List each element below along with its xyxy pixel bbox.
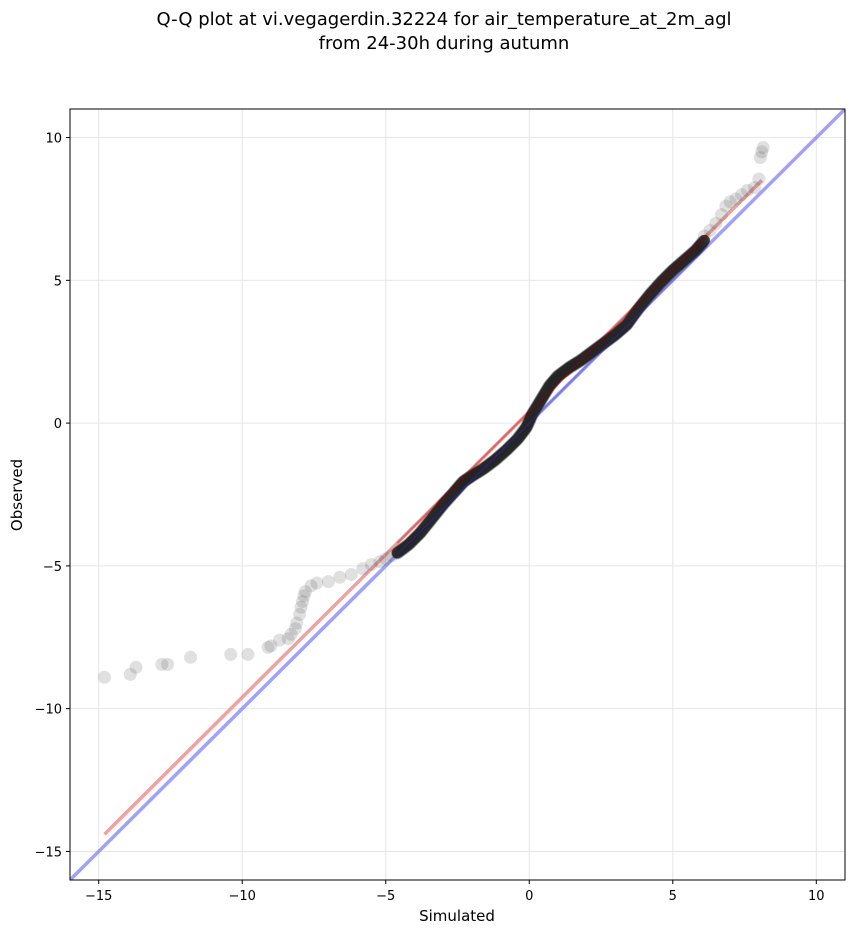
qq-point [719, 199, 733, 213]
qq-point [379, 552, 393, 566]
x-tick-label: 10 [808, 889, 825, 904]
x-tick-label: 0 [525, 889, 533, 904]
qq-point [735, 188, 749, 202]
fit-line-overlay [396, 233, 708, 544]
qq-point [123, 667, 137, 681]
x-tick-label: 5 [669, 889, 677, 904]
x-tick-label: −10 [229, 889, 256, 904]
qq-point [373, 555, 387, 569]
qq-point [281, 632, 295, 646]
x-tick-label: −15 [85, 889, 112, 904]
qq-point [284, 627, 298, 641]
qq-point [129, 660, 143, 674]
qq-point [161, 657, 175, 671]
qq-point [321, 575, 335, 589]
qq-point [723, 195, 737, 209]
qq-point [748, 181, 762, 195]
qq-point [184, 650, 198, 664]
x-axis-label: Simulated [419, 907, 495, 925]
axis-ticks: −15 −10 −5 0 5 10 −15 −10 −5 0 5 10 [35, 132, 825, 904]
qq-point [364, 557, 378, 571]
qq-point [729, 192, 743, 206]
chart-title: Q-Q plot at vi.vegagerdin.32224 for air_… [157, 9, 732, 30]
qq-point [155, 657, 169, 671]
qq-point [356, 562, 370, 576]
qq-point [264, 639, 278, 653]
qq-point [709, 216, 723, 230]
y-tick-label: 0 [54, 417, 62, 432]
qq-point [97, 670, 111, 684]
qq-point [290, 616, 304, 630]
qq-point [273, 633, 287, 647]
qq-point [297, 589, 311, 603]
qq-point [715, 208, 729, 222]
qq-point [333, 570, 347, 584]
qq-point [288, 622, 302, 636]
qq-point [310, 576, 324, 590]
y-tick-label: −15 [35, 845, 62, 860]
y-tick-label: −5 [43, 560, 62, 575]
qq-point [755, 145, 769, 159]
identity-line-overlay [396, 245, 708, 556]
qq-point [703, 223, 717, 237]
y-tick-label: 10 [45, 132, 62, 147]
qq-point [261, 640, 275, 654]
qq-point [752, 172, 766, 186]
qq-point [293, 607, 307, 621]
qq-point [296, 595, 309, 609]
y-tick-label: −10 [35, 703, 62, 718]
qq-point [298, 585, 312, 599]
y-axis-label: Observed [8, 459, 26, 531]
qq-point [294, 600, 308, 614]
qq-point [344, 567, 358, 581]
qq-point [241, 647, 255, 661]
qq-dense-band [391, 234, 710, 559]
qq-point [753, 151, 767, 165]
x-tick-label: −5 [376, 889, 395, 904]
qq-point [756, 141, 770, 155]
data-points [97, 141, 770, 684]
qq-point [224, 647, 238, 661]
grid-lines [70, 109, 845, 880]
qq-point [304, 579, 318, 593]
qq-point [740, 183, 754, 197]
plot-frame [69, 108, 846, 881]
chart-subtitle: from 24-30h during autumn [319, 33, 570, 54]
y-tick-label: 5 [54, 274, 62, 289]
